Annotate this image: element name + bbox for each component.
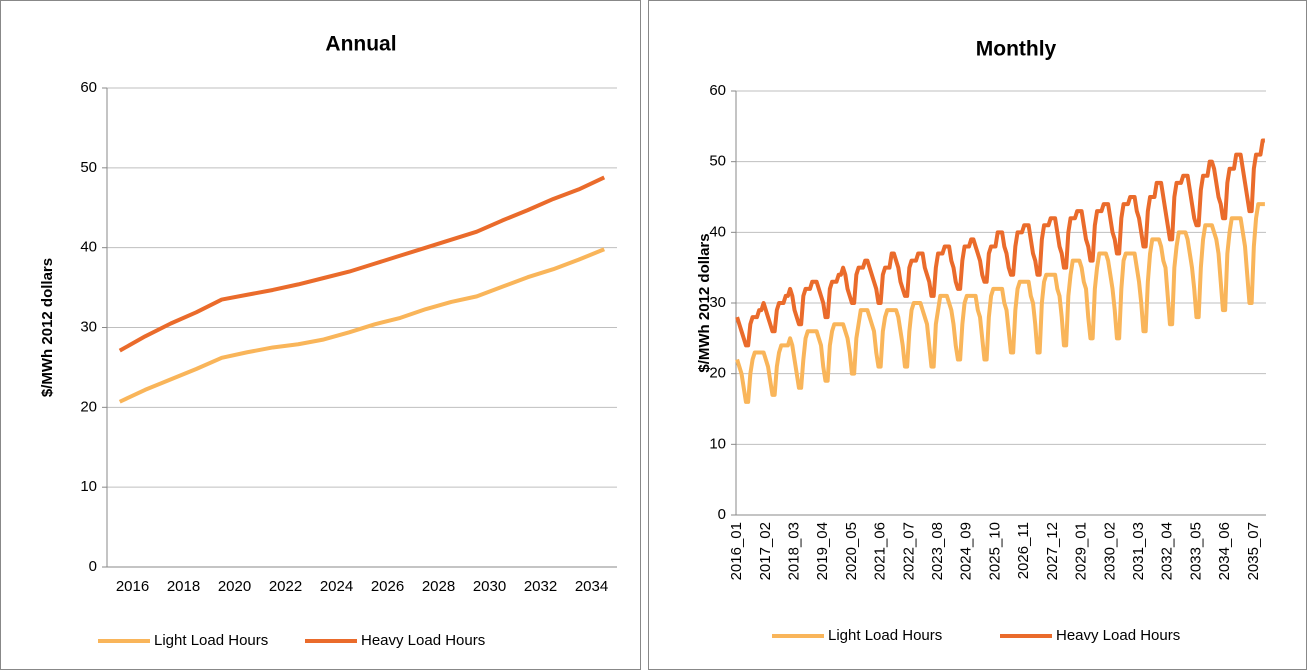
panel-border bbox=[648, 0, 1307, 670]
chart-title: Monthly bbox=[976, 38, 1057, 61]
x-tick-label: 2017_02 bbox=[757, 522, 774, 580]
x-tick-label: 2030_02 bbox=[1101, 522, 1118, 580]
x-tick-label: 2022 bbox=[269, 578, 302, 595]
x-tick-label: 2027_12 bbox=[1044, 522, 1061, 580]
x-tick-label: 2018_03 bbox=[785, 522, 802, 580]
x-tick-label: 2034 bbox=[575, 578, 608, 595]
x-tick-label: 2024_09 bbox=[958, 522, 975, 580]
y-tick-label: 10 bbox=[709, 435, 726, 452]
y-tick-label: 20 bbox=[709, 365, 726, 382]
y-tick-label: 60 bbox=[709, 82, 726, 99]
y-tick-label: 50 bbox=[709, 153, 726, 170]
y-tick-label: 10 bbox=[80, 478, 97, 495]
x-tick-label: 2024 bbox=[320, 578, 353, 595]
x-tick-label: 2021_06 bbox=[872, 522, 889, 580]
x-tick-label: 2026_11 bbox=[1015, 522, 1032, 579]
x-tick-label: 2025_10 bbox=[986, 522, 1003, 580]
x-tick-label: 2022_07 bbox=[900, 522, 917, 580]
x-tick-label: 2016_01 bbox=[728, 522, 745, 580]
x-tick-label: 2034_06 bbox=[1216, 522, 1233, 580]
y-tick-label: 60 bbox=[80, 79, 97, 96]
x-tick-label: 2035_07 bbox=[1245, 522, 1262, 580]
series-line bbox=[735, 138, 1265, 348]
x-tick-label: 2020_05 bbox=[843, 522, 860, 580]
x-tick-label: 2032_04 bbox=[1159, 522, 1176, 580]
x-tick-label: 2026 bbox=[371, 578, 404, 595]
x-tick-label: 2032 bbox=[524, 578, 557, 595]
series-line bbox=[735, 202, 1265, 404]
legend-label: Heavy Load Hours bbox=[1056, 627, 1180, 644]
x-tick-label: 2030 bbox=[473, 578, 506, 595]
legend-label: Heavy Load Hours bbox=[361, 632, 485, 649]
series-line bbox=[118, 247, 606, 404]
y-tick-label: 40 bbox=[80, 239, 97, 256]
x-tick-label: 2016 bbox=[116, 578, 149, 595]
y-tick-label: 40 bbox=[709, 223, 726, 240]
series-line bbox=[118, 175, 606, 353]
x-tick-label: 2031_03 bbox=[1130, 522, 1147, 580]
y-tick-label: 30 bbox=[709, 294, 726, 311]
legend-label: Light Load Hours bbox=[828, 627, 942, 644]
y-axis-label: $/MWh 2012 dollars bbox=[696, 233, 713, 372]
chart-title: Annual bbox=[325, 33, 396, 56]
y-axis-label: $/MWh 2012 dollars bbox=[39, 258, 56, 397]
x-tick-label: 2019_04 bbox=[814, 522, 831, 580]
y-tick-label: 30 bbox=[80, 318, 97, 335]
y-tick-label: 0 bbox=[718, 506, 726, 523]
x-tick-label: 2029_01 bbox=[1073, 522, 1090, 580]
x-tick-label: 2023_08 bbox=[929, 522, 946, 580]
x-tick-label: 2028 bbox=[422, 578, 455, 595]
x-tick-label: 2033_05 bbox=[1187, 522, 1204, 580]
x-tick-label: 2020 bbox=[218, 578, 251, 595]
x-tick-label: 2018 bbox=[167, 578, 200, 595]
y-tick-label: 0 bbox=[89, 558, 97, 575]
legend-label: Light Load Hours bbox=[154, 632, 268, 649]
y-tick-label: 50 bbox=[80, 159, 97, 176]
y-tick-label: 20 bbox=[80, 398, 97, 415]
